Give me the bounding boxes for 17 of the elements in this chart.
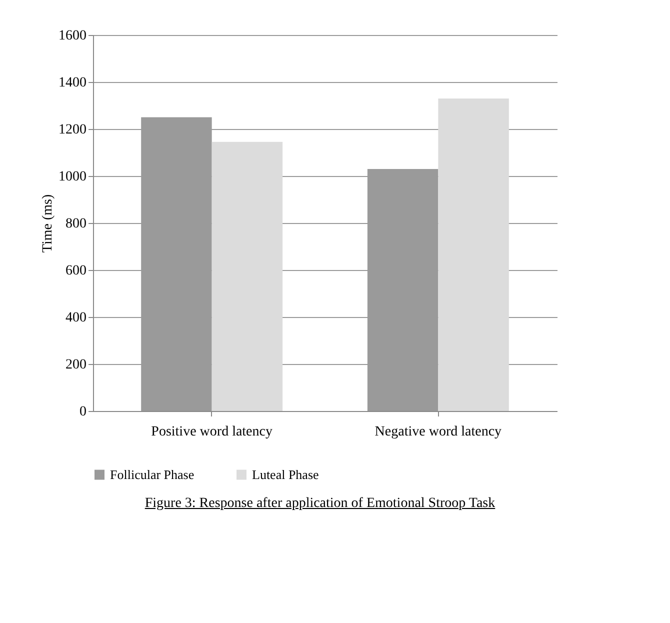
y-tick-label: 200	[66, 358, 86, 372]
y-tick-label: 1000	[58, 170, 86, 184]
bar	[438, 98, 509, 411]
y-tick-label: 400	[66, 310, 86, 326]
y-tick-label: 600	[66, 264, 86, 278]
y-tick-label: 800	[66, 216, 86, 232]
caption: Figure 3: Response after application of Emotional Stroop Task	[144, 496, 496, 512]
y-tick-label: 1400	[58, 76, 86, 90]
x-tick-label: Positive word latency	[151, 424, 272, 440]
legend-label: Follicular Phase	[110, 466, 194, 482]
legend-label: Luteal Phase	[252, 466, 320, 482]
y-tick-label: 0	[80, 404, 86, 420]
y-tick-label: 1200	[58, 122, 86, 138]
bar	[212, 142, 283, 411]
y-tick-label: 1600	[58, 28, 86, 44]
x-tick-label: Negative word latency	[374, 424, 502, 440]
y-axis-title: Time (ms)	[40, 194, 56, 253]
